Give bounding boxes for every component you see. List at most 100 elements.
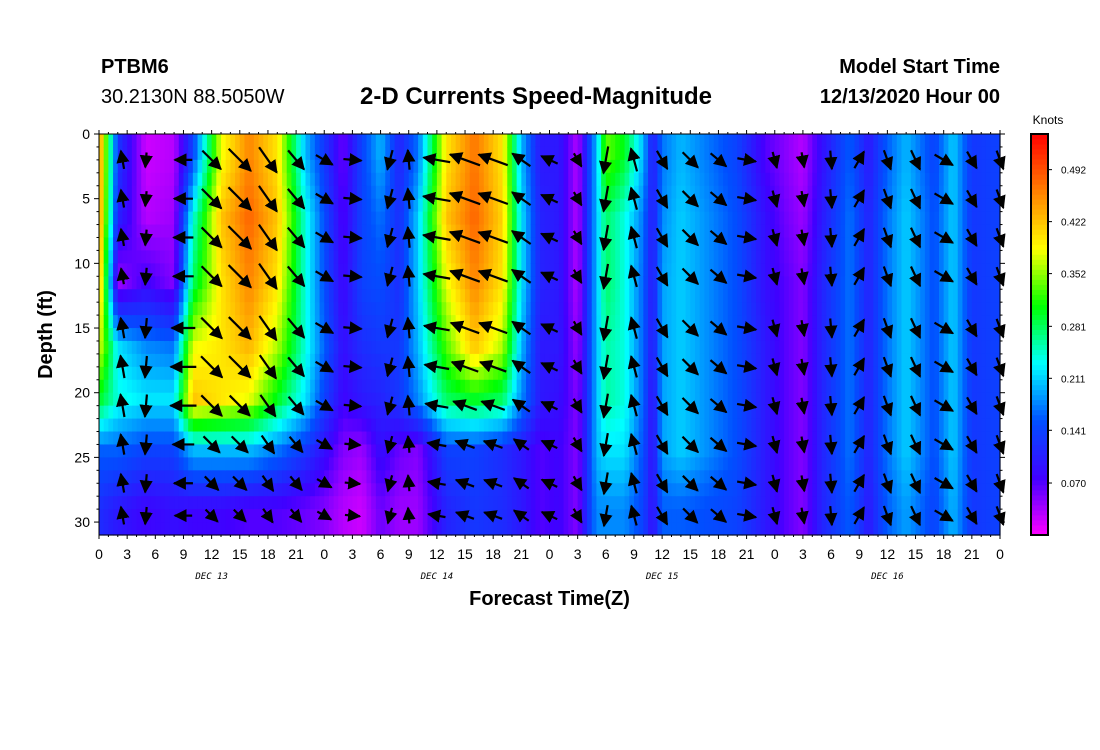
- heatmap-cell: [178, 250, 185, 264]
- heatmap-cell: [338, 289, 344, 303]
- heatmap-cell: [235, 444, 241, 458]
- heatmap-cell: [709, 289, 715, 303]
- heatmap-cell: [160, 340, 166, 355]
- heatmap-cell: [652, 522, 659, 536]
- heatmap-cell: [221, 172, 227, 187]
- heatmap-cell: [211, 340, 217, 355]
- heatmap-cell: [746, 405, 752, 420]
- heatmap-cell: [760, 405, 766, 420]
- heatmap-cell: [713, 483, 720, 497]
- heatmap-cell: [366, 340, 372, 355]
- heatmap-cell: [305, 172, 311, 187]
- heatmap-cell: [765, 302, 771, 316]
- heatmap-cell: [258, 146, 264, 161]
- heatmap-cell: [169, 509, 175, 523]
- heatmap-cell: [169, 444, 175, 458]
- heatmap-cell: [197, 496, 203, 510]
- heatmap-cell: [394, 328, 400, 342]
- heatmap-cell: [113, 340, 119, 355]
- heatmap-cell: [136, 418, 142, 433]
- heatmap-cell: [413, 211, 419, 226]
- heatmap-cell: [235, 276, 241, 290]
- heatmap-cell: [211, 418, 217, 433]
- heatmap-cell: [746, 418, 752, 433]
- heatmap-cell: [516, 405, 522, 420]
- heatmap-cell: [127, 483, 133, 497]
- heatmap-cell: [737, 470, 743, 484]
- heatmap-cell: [835, 366, 842, 381]
- heatmap-cell: [727, 185, 734, 200]
- heatmap-cell: [333, 263, 339, 277]
- heatmap-cell: [540, 172, 546, 187]
- heatmap-cell: [469, 522, 476, 536]
- heatmap-cell: [835, 483, 842, 497]
- heatmap-cell: [788, 522, 795, 536]
- heatmap-cell: [479, 392, 485, 407]
- heatmap-cell: [812, 431, 818, 446]
- heatmap-cell: [249, 353, 255, 368]
- heatmap-cell: [648, 134, 654, 148]
- heatmap-cell: [469, 198, 476, 213]
- heatmap-cell: [676, 379, 682, 394]
- heatmap-cell: [413, 134, 419, 148]
- heatmap-cell: [577, 172, 583, 187]
- heatmap-cell: [436, 146, 443, 161]
- heatmap-cell: [263, 276, 269, 290]
- heatmap-cell: [366, 159, 372, 174]
- heatmap-cell: [793, 457, 799, 471]
- heatmap-cell: [807, 185, 813, 200]
- heatmap-cell: [413, 509, 419, 523]
- heatmap-cell: [568, 198, 574, 213]
- heatmap-cell: [727, 328, 734, 342]
- heatmap-cell: [737, 496, 743, 510]
- heatmap-cell: [544, 418, 551, 433]
- heatmap-cell: [399, 522, 405, 536]
- heatmap-cell: [685, 250, 691, 264]
- heatmap-cell: [629, 198, 635, 213]
- heatmap-cell: [497, 392, 504, 407]
- heatmap-cell: [652, 470, 659, 484]
- heatmap-cell: [807, 353, 813, 368]
- heatmap-cell: [436, 134, 443, 148]
- heatmap-cell: [605, 185, 612, 200]
- heatmap-cell: [230, 289, 236, 303]
- heatmap-cell: [835, 263, 842, 277]
- heatmap-cell: [131, 224, 138, 239]
- heatmap-cell: [793, 289, 799, 303]
- heatmap-cell: [807, 522, 813, 536]
- heatmap-cell: [840, 340, 846, 355]
- heatmap-cell: [587, 250, 593, 264]
- heatmap-cell: [188, 224, 194, 239]
- heatmap-cell: [375, 496, 382, 510]
- heatmap-cell: [235, 392, 241, 407]
- heatmap-cell: [483, 418, 490, 433]
- heatmap-cell: [375, 211, 382, 226]
- heatmap-cell: [108, 211, 114, 226]
- heatmap-cell: [751, 159, 757, 174]
- heatmap-cell: [338, 276, 344, 290]
- heatmap-cell: [737, 224, 743, 239]
- heatmap-cell: [723, 457, 729, 471]
- heatmap-cell: [108, 340, 114, 355]
- heatmap-cell: [422, 198, 429, 213]
- heatmap-cell: [826, 185, 832, 200]
- heatmap-cell: [821, 457, 827, 471]
- heatmap-cell: [192, 483, 199, 497]
- heatmap-cell: [694, 470, 701, 484]
- heatmap-cell: [455, 250, 461, 264]
- heatmap-cell: [572, 237, 579, 252]
- heatmap-cell: [554, 315, 560, 329]
- heatmap-cell: [197, 315, 203, 329]
- heatmap-cell: [272, 470, 278, 484]
- heatmap-cell: [615, 185, 621, 200]
- heatmap-cell: [324, 483, 330, 497]
- heatmap-cell: [197, 483, 203, 497]
- heatmap-cell: [324, 353, 330, 368]
- heatmap-cell: [807, 431, 813, 446]
- heatmap-cell: [601, 224, 607, 239]
- heatmap-cell: [671, 405, 677, 420]
- heatmap-cell: [99, 134, 105, 148]
- heatmap-cell: [699, 211, 705, 226]
- heatmap-cell: [699, 315, 705, 329]
- heatmap-cell: [577, 340, 583, 355]
